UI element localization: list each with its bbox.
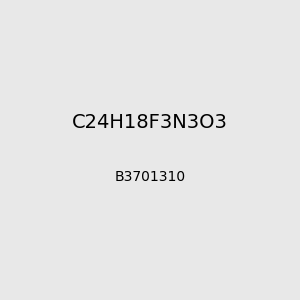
- Text: C24H18F3N3O3: C24H18F3N3O3: [72, 113, 228, 133]
- Text: B3701310: B3701310: [114, 170, 186, 184]
